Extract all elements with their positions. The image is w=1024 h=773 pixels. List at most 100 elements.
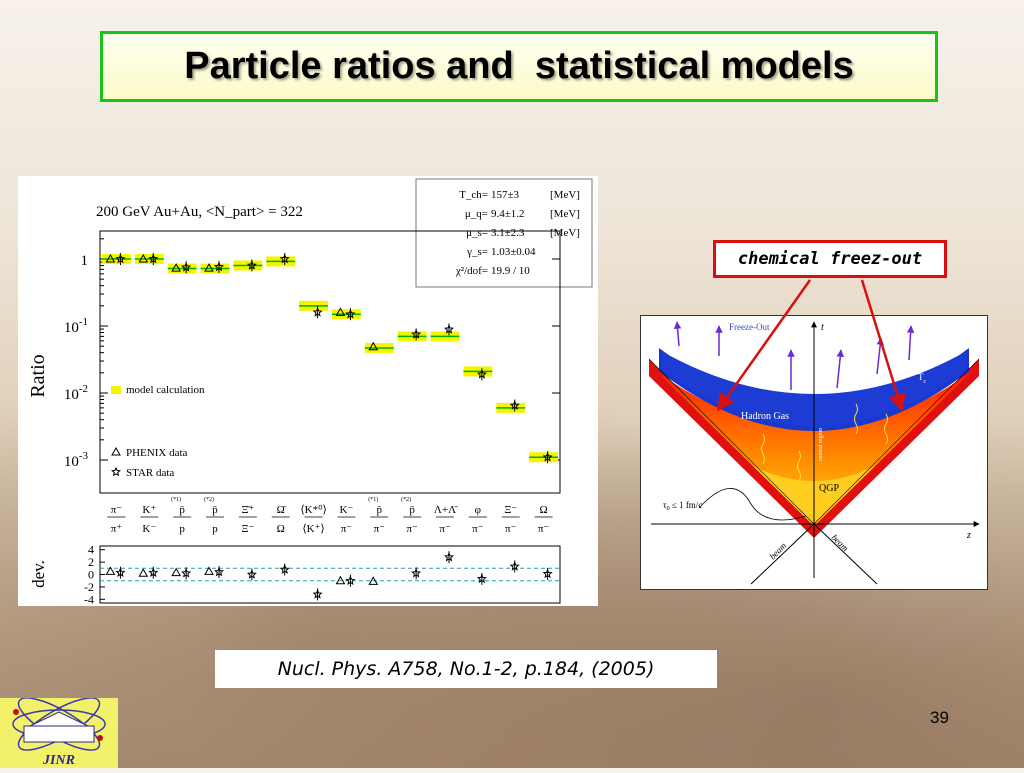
category-denominator: K⁻ — [142, 523, 156, 535]
fit-params: T_ch= 157±3 [MeV] μ_q= 9.4±1.2 [MeV] μ_s= 3.1±2… — [455, 189, 580, 277]
photon-lines — [761, 403, 888, 482]
legend-label: STAR data — [126, 467, 174, 479]
chart-header: 200 GeV Au+Au, <N_part> = 322 — [96, 204, 303, 220]
y-tick-label: 10-3 — [64, 450, 89, 470]
star-point — [148, 253, 159, 264]
category-numerator: Λ+Λ̄ — [434, 504, 458, 516]
dev-star-point — [213, 566, 225, 577]
category-denominator: p — [212, 523, 218, 535]
phenix-point — [335, 307, 346, 316]
y-tick-label: 10-1 — [64, 316, 88, 336]
dev-tick-label: 0 — [88, 568, 94, 582]
category-tag: (*1) — [368, 496, 378, 503]
cone-line-left — [648, 358, 815, 525]
legend-band-swatch — [111, 386, 121, 394]
spacetime-svg: Freeze-Out t z Tc Hadron Gas central reg… — [648, 321, 980, 585]
dev-star-point — [148, 567, 159, 577]
fit-param-name: μ_q= — [465, 208, 488, 220]
category-tag: (*2) — [401, 496, 411, 503]
dev-star-point — [181, 568, 192, 578]
dev-star-point — [345, 575, 356, 585]
dev-star-point — [509, 561, 520, 571]
category-numerator: π⁻ — [111, 504, 123, 516]
category-denominator: π⁻ — [472, 523, 484, 535]
dev-phenix-point — [105, 566, 116, 575]
dev-star-point — [443, 551, 455, 562]
page-number: 39 — [930, 708, 949, 727]
phenix-point — [171, 263, 182, 272]
fit-param-name: γ_s= — [466, 246, 488, 258]
category-numerator: Ω — [539, 504, 547, 516]
dev-tick-label: -2 — [84, 580, 94, 594]
phenix-point — [204, 263, 214, 272]
star-point — [443, 324, 455, 334]
hadron-gas-label: Hadron Gas — [741, 411, 789, 422]
legend-label: model calculation — [126, 384, 205, 396]
star-point — [181, 262, 192, 272]
category-denominator: π⁻ — [538, 523, 550, 535]
star-point — [246, 260, 257, 270]
reference-citation: Nucl. Phys. A758, No.1-2, p.184, (2005) — [215, 650, 717, 688]
category-numerator: p̄ — [377, 504, 383, 516]
category-numerator: ⟨K*⁰⟩ — [300, 504, 326, 516]
legend: model calculation PHENIX data STAR data — [111, 384, 205, 479]
dev-tick-label: 4 — [88, 543, 94, 557]
tau-curve — [698, 488, 807, 521]
tau-label: τ0 ≤ 1 fm/c — [663, 500, 702, 512]
dev-phenix-point — [138, 568, 149, 577]
ratio-chart-figure: 200 GeV Au+Au, <N_part> = 322 T_ch= 157±3… — [18, 176, 598, 606]
jinr-logo-graphic: JINR — [12, 697, 106, 768]
fit-param-unit: [MeV] — [550, 208, 580, 220]
fit-param-name: T_ch= — [459, 189, 488, 201]
fit-param-unit: [MeV] — [550, 189, 580, 201]
fit-param-value: 3.1±2.3 — [491, 227, 525, 239]
category-denominator: π⁻ — [505, 523, 517, 535]
star-point — [213, 261, 225, 272]
dev-star-point — [279, 564, 290, 574]
fit-param-value: 157±3 — [491, 189, 520, 201]
category-numerator: φ — [475, 504, 481, 516]
dev-tick-label: 2 — [88, 555, 94, 569]
dev-tick-label: -4 — [84, 592, 94, 606]
y-ticks: 1 10-1 10-2 10-3 — [64, 238, 560, 470]
phenix-point — [105, 253, 116, 263]
fit-params-box — [415, 178, 593, 288]
category-numerator: K⁺ — [142, 504, 156, 516]
category-numerator: Ξ⁻ — [504, 504, 517, 516]
data-points — [105, 253, 553, 464]
beam-line-right — [813, 523, 878, 585]
beam-line-left — [750, 523, 815, 585]
category-labels: π⁻π⁺K⁺K⁻p̄p(*1)p̄p(*2)Ξ̄⁺Ξ⁻Ω̄Ω⟨K*⁰⟩⟨K⁺⟩K… — [107, 496, 553, 535]
legend-triangle-swatch — [111, 446, 121, 456]
category-numerator: p̄ — [212, 504, 218, 516]
main-panel-frame — [99, 230, 561, 494]
cone-line-right — [813, 358, 980, 525]
dev-star-point — [476, 573, 487, 584]
category-tag: (*1) — [171, 496, 181, 503]
category-denominator: π⁺ — [111, 523, 123, 535]
z-axis-label: z — [966, 530, 971, 541]
fit-param-name: μ_s= — [466, 227, 488, 239]
dev-points — [105, 551, 553, 601]
dev-phenix-point — [204, 566, 214, 575]
fit-param-unit: [MeV] — [550, 227, 580, 239]
chemical-freeze-out-label: chemical freez-out — [713, 240, 947, 278]
star-point — [509, 400, 520, 410]
model-series — [102, 254, 558, 463]
category-numerator: Ω̄ — [277, 504, 287, 516]
freeze-out-label: Freeze-Out — [729, 322, 770, 332]
star-point — [542, 451, 553, 462]
central-region-label: central region — [818, 428, 824, 461]
category-denominator: π⁻ — [374, 523, 386, 535]
dev-ticks: 420-2-4 — [84, 543, 560, 606]
y-axis-label: Ratio — [27, 354, 49, 397]
dev-panel-frame — [99, 545, 561, 604]
dev-star-point — [312, 588, 323, 599]
fit-param-value: 1.03±0.04 — [491, 246, 536, 258]
y-tick-label: 1 — [81, 253, 89, 269]
fit-param-value: 9.4±1.2 — [491, 208, 525, 220]
star-point — [476, 368, 487, 379]
category-denominator: π⁻ — [341, 523, 353, 535]
dev-phenix-point — [368, 576, 379, 585]
t-axis-label: t — [821, 322, 824, 333]
